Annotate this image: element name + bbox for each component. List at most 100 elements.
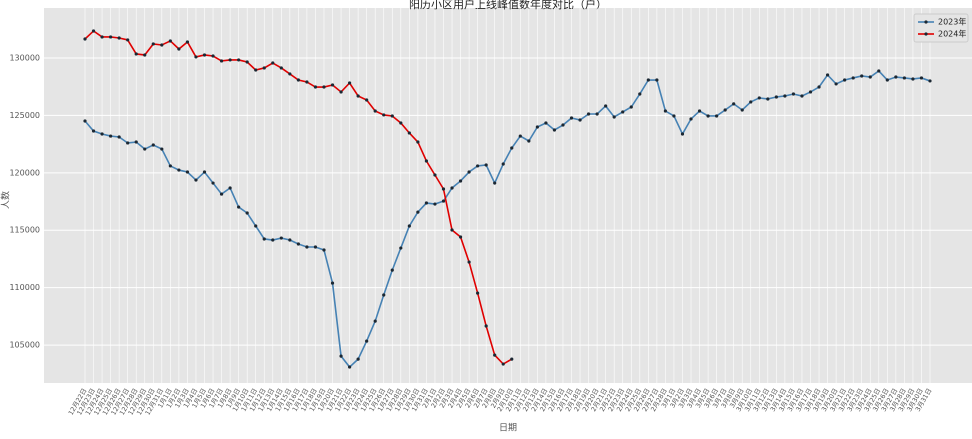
point — [305, 80, 309, 84]
point — [424, 201, 429, 205]
point — [808, 90, 813, 94]
point — [237, 205, 241, 209]
point — [288, 72, 292, 76]
point — [254, 68, 258, 72]
point — [715, 114, 719, 118]
point — [535, 125, 539, 129]
point — [151, 42, 155, 46]
point — [458, 179, 463, 183]
point — [211, 54, 215, 58]
point — [510, 146, 514, 150]
point — [646, 78, 650, 82]
point — [185, 170, 190, 174]
point — [424, 159, 429, 163]
point — [399, 121, 403, 125]
point — [347, 365, 352, 369]
point — [638, 92, 642, 96]
point — [902, 76, 906, 80]
y-tick-label: 110000 — [9, 283, 40, 292]
point — [117, 36, 121, 40]
point — [373, 319, 377, 323]
point — [740, 108, 744, 112]
point — [484, 324, 488, 328]
point — [433, 202, 437, 206]
point — [254, 224, 258, 228]
y-tick-label: 120000 — [9, 168, 40, 177]
x-axis-label: 日期 — [499, 423, 517, 434]
point — [339, 354, 343, 358]
point — [177, 168, 181, 172]
legend-box — [913, 13, 969, 43]
point — [544, 121, 548, 125]
point — [168, 164, 172, 168]
y-tick-label: 130000 — [9, 53, 40, 62]
point — [757, 96, 761, 100]
point — [356, 357, 360, 361]
point — [450, 228, 454, 232]
point — [126, 141, 130, 145]
point — [766, 97, 770, 101]
point — [143, 53, 147, 57]
legend-label: 2024年 — [938, 29, 966, 39]
point — [433, 173, 437, 177]
point — [100, 132, 104, 136]
point — [749, 100, 753, 104]
point — [655, 78, 659, 82]
point — [382, 113, 386, 117]
point — [202, 170, 207, 174]
point — [697, 109, 702, 113]
point — [211, 181, 215, 185]
point — [390, 268, 394, 272]
point — [877, 69, 881, 73]
point — [126, 38, 130, 42]
point — [109, 134, 113, 138]
point — [604, 104, 608, 108]
point — [450, 186, 454, 190]
point — [356, 94, 360, 98]
point — [621, 110, 625, 114]
point — [390, 114, 394, 118]
point — [177, 47, 181, 51]
point — [860, 74, 864, 78]
point — [629, 105, 633, 109]
point — [493, 353, 497, 357]
point — [476, 291, 480, 295]
point — [305, 245, 309, 249]
point — [83, 119, 87, 123]
point — [185, 40, 190, 44]
point — [501, 162, 505, 166]
point — [919, 76, 924, 80]
point — [834, 82, 838, 86]
y-tick-label: 115000 — [9, 226, 40, 235]
point — [894, 75, 898, 79]
point — [928, 79, 932, 83]
point — [271, 61, 275, 65]
point — [330, 83, 335, 87]
point — [825, 73, 830, 77]
y-axis-label: 人数 — [0, 191, 12, 209]
point — [194, 178, 198, 182]
series-line — [84, 69, 931, 369]
point — [441, 199, 446, 203]
point — [279, 236, 283, 240]
point — [143, 147, 147, 151]
point — [339, 90, 343, 94]
point — [476, 164, 480, 168]
point — [800, 94, 804, 98]
point — [237, 58, 241, 62]
point — [407, 224, 411, 228]
point — [134, 140, 138, 144]
point — [160, 43, 164, 47]
point — [774, 95, 778, 99]
point — [322, 85, 326, 89]
point — [484, 163, 488, 167]
point — [843, 78, 847, 82]
point — [791, 92, 796, 96]
point — [313, 245, 318, 249]
point — [732, 102, 736, 106]
point — [83, 37, 87, 41]
point — [885, 78, 889, 82]
point — [219, 59, 224, 63]
point — [467, 170, 471, 174]
